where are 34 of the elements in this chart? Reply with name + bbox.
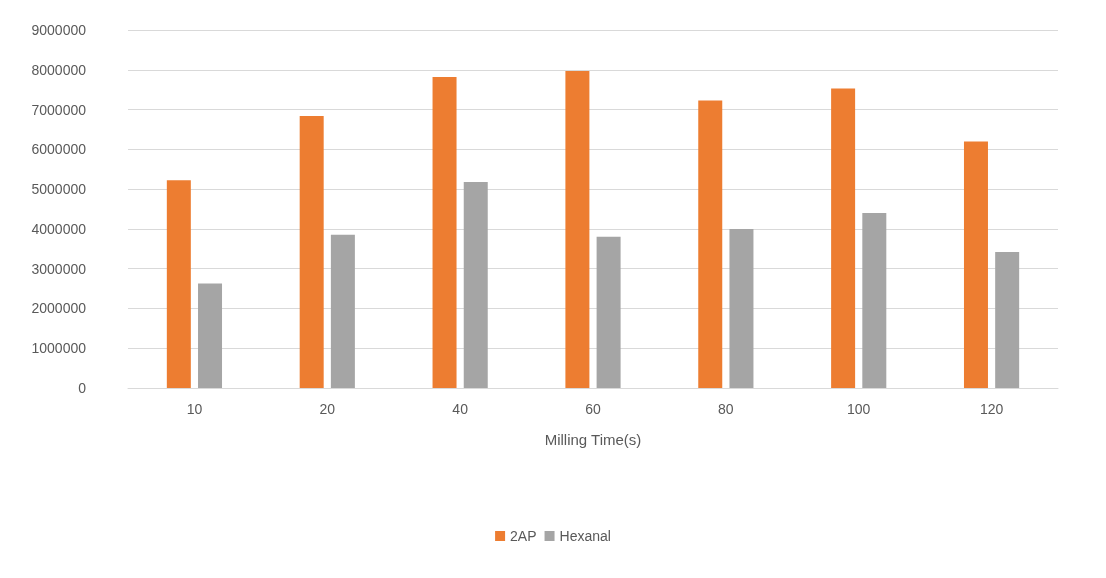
y-tick-label: 8000000 xyxy=(31,61,87,78)
y-tick-label: 0 xyxy=(78,380,87,396)
y-tick-label: 2000000 xyxy=(31,300,87,317)
bar xyxy=(330,234,355,388)
bar xyxy=(198,283,223,388)
y-tick-label: 3000000 xyxy=(31,260,87,277)
bar xyxy=(963,141,988,388)
y-tick-label: 9000000 xyxy=(31,22,87,38)
bar xyxy=(831,88,856,388)
bar xyxy=(995,251,1020,388)
x-tick-label: 80 xyxy=(718,401,734,417)
x-tick-label: 60 xyxy=(585,401,601,417)
y-tick-label: 7000000 xyxy=(31,101,87,118)
x-tick-label: 10 xyxy=(186,401,203,417)
x-tick-label: 40 xyxy=(452,401,469,417)
bar xyxy=(565,70,590,388)
bar xyxy=(729,228,754,388)
bar xyxy=(166,180,191,388)
legend-label: Hexanal xyxy=(559,528,611,544)
bar xyxy=(596,236,621,388)
bar xyxy=(862,212,887,388)
bar xyxy=(463,181,488,388)
y-tick-label: 6000000 xyxy=(31,141,87,158)
bar xyxy=(698,100,723,388)
legend-label: 2AP xyxy=(510,528,537,544)
y-tick-label: 1000000 xyxy=(31,340,87,357)
x-tick-label: 120 xyxy=(979,401,1004,417)
bar xyxy=(432,76,457,388)
x-axis-title: Milling Time(s) xyxy=(544,431,642,448)
x-tick-label: 100 xyxy=(847,401,871,417)
y-tick-label: 4000000 xyxy=(31,220,87,237)
bar xyxy=(299,115,324,388)
y-tick-label: 5000000 xyxy=(31,181,87,198)
x-tick-label: 20 xyxy=(319,401,336,417)
